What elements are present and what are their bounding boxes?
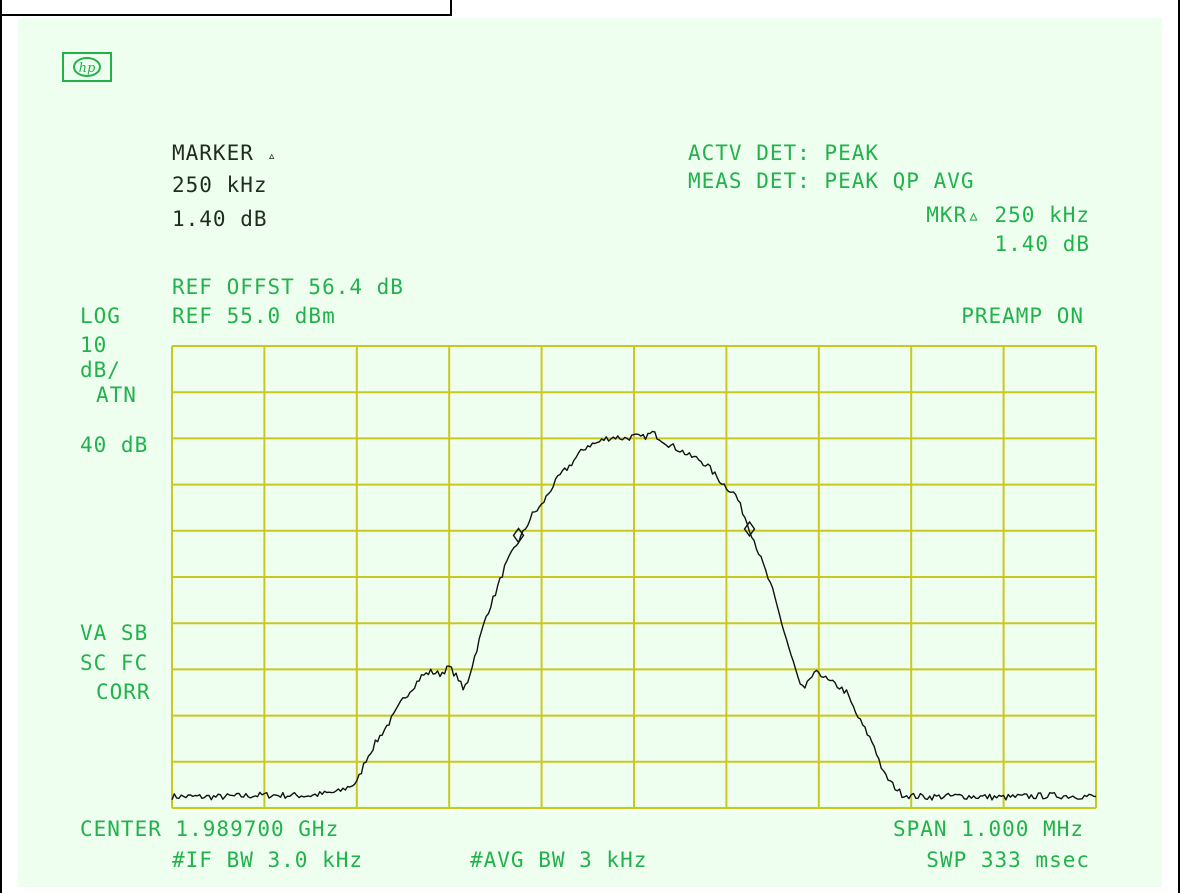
marker-diamond	[743, 520, 756, 538]
scale-division-value: 10	[80, 333, 108, 357]
measure-detector: MEAS DET: PEAK QP AVG	[688, 169, 975, 193]
average-bandwidth: #AVG BW 3 kHz	[470, 848, 648, 872]
window-frame-right	[1178, 0, 1180, 893]
reference-level: REF 55.0 dBm	[172, 304, 336, 328]
window-frame-top	[0, 0, 452, 16]
attenuation-label: ATN	[96, 383, 137, 407]
trace-layer	[171, 430, 1097, 801]
preamp-status: PREAMP ON	[961, 304, 1084, 328]
scale-log-label: LOG	[80, 304, 121, 328]
graticule	[171, 345, 1097, 809]
marker-delta-level: 1.40 dB	[994, 232, 1090, 256]
marker-level: 1.40 dB	[172, 207, 268, 231]
sweep-time: SWP 333 msec	[926, 848, 1090, 872]
marker-delta-icon: ▵	[267, 148, 277, 164]
active-detector: ACTV DET: PEAK	[688, 141, 880, 165]
marker-label: MARKER	[172, 141, 254, 165]
svg-text:hp: hp	[79, 61, 96, 76]
hp-logo-glyph-icon: hp	[73, 57, 101, 77]
marker-delta-frequency: MKR▵ 250 kHz	[926, 203, 1090, 227]
marker-diamond	[512, 527, 525, 544]
scale-division-unit: dB/	[80, 358, 121, 382]
sc-fc-annotation: SC FC	[80, 651, 149, 675]
hp-logo-icon: hp	[62, 52, 112, 82]
va-sb-annotation: VA SB	[80, 621, 149, 645]
if-bandwidth: #IF BW 3.0 kHz	[172, 848, 364, 872]
marker-title: MARKER ▵	[172, 142, 277, 167]
attenuation-value: 40 dB	[80, 433, 149, 457]
window-frame-left	[0, 0, 2, 893]
span: SPAN 1.000 MHz	[892, 817, 1084, 841]
correction-annotation: CORR	[96, 680, 151, 704]
marker-frequency: 250 kHz	[172, 173, 268, 197]
center-frequency: CENTER 1.989700 GHz	[80, 817, 340, 841]
analyzer-screen	[18, 18, 1162, 887]
reference-offset: REF OFFST 56.4 dB	[172, 275, 404, 299]
spectrum-trace	[171, 430, 1097, 801]
